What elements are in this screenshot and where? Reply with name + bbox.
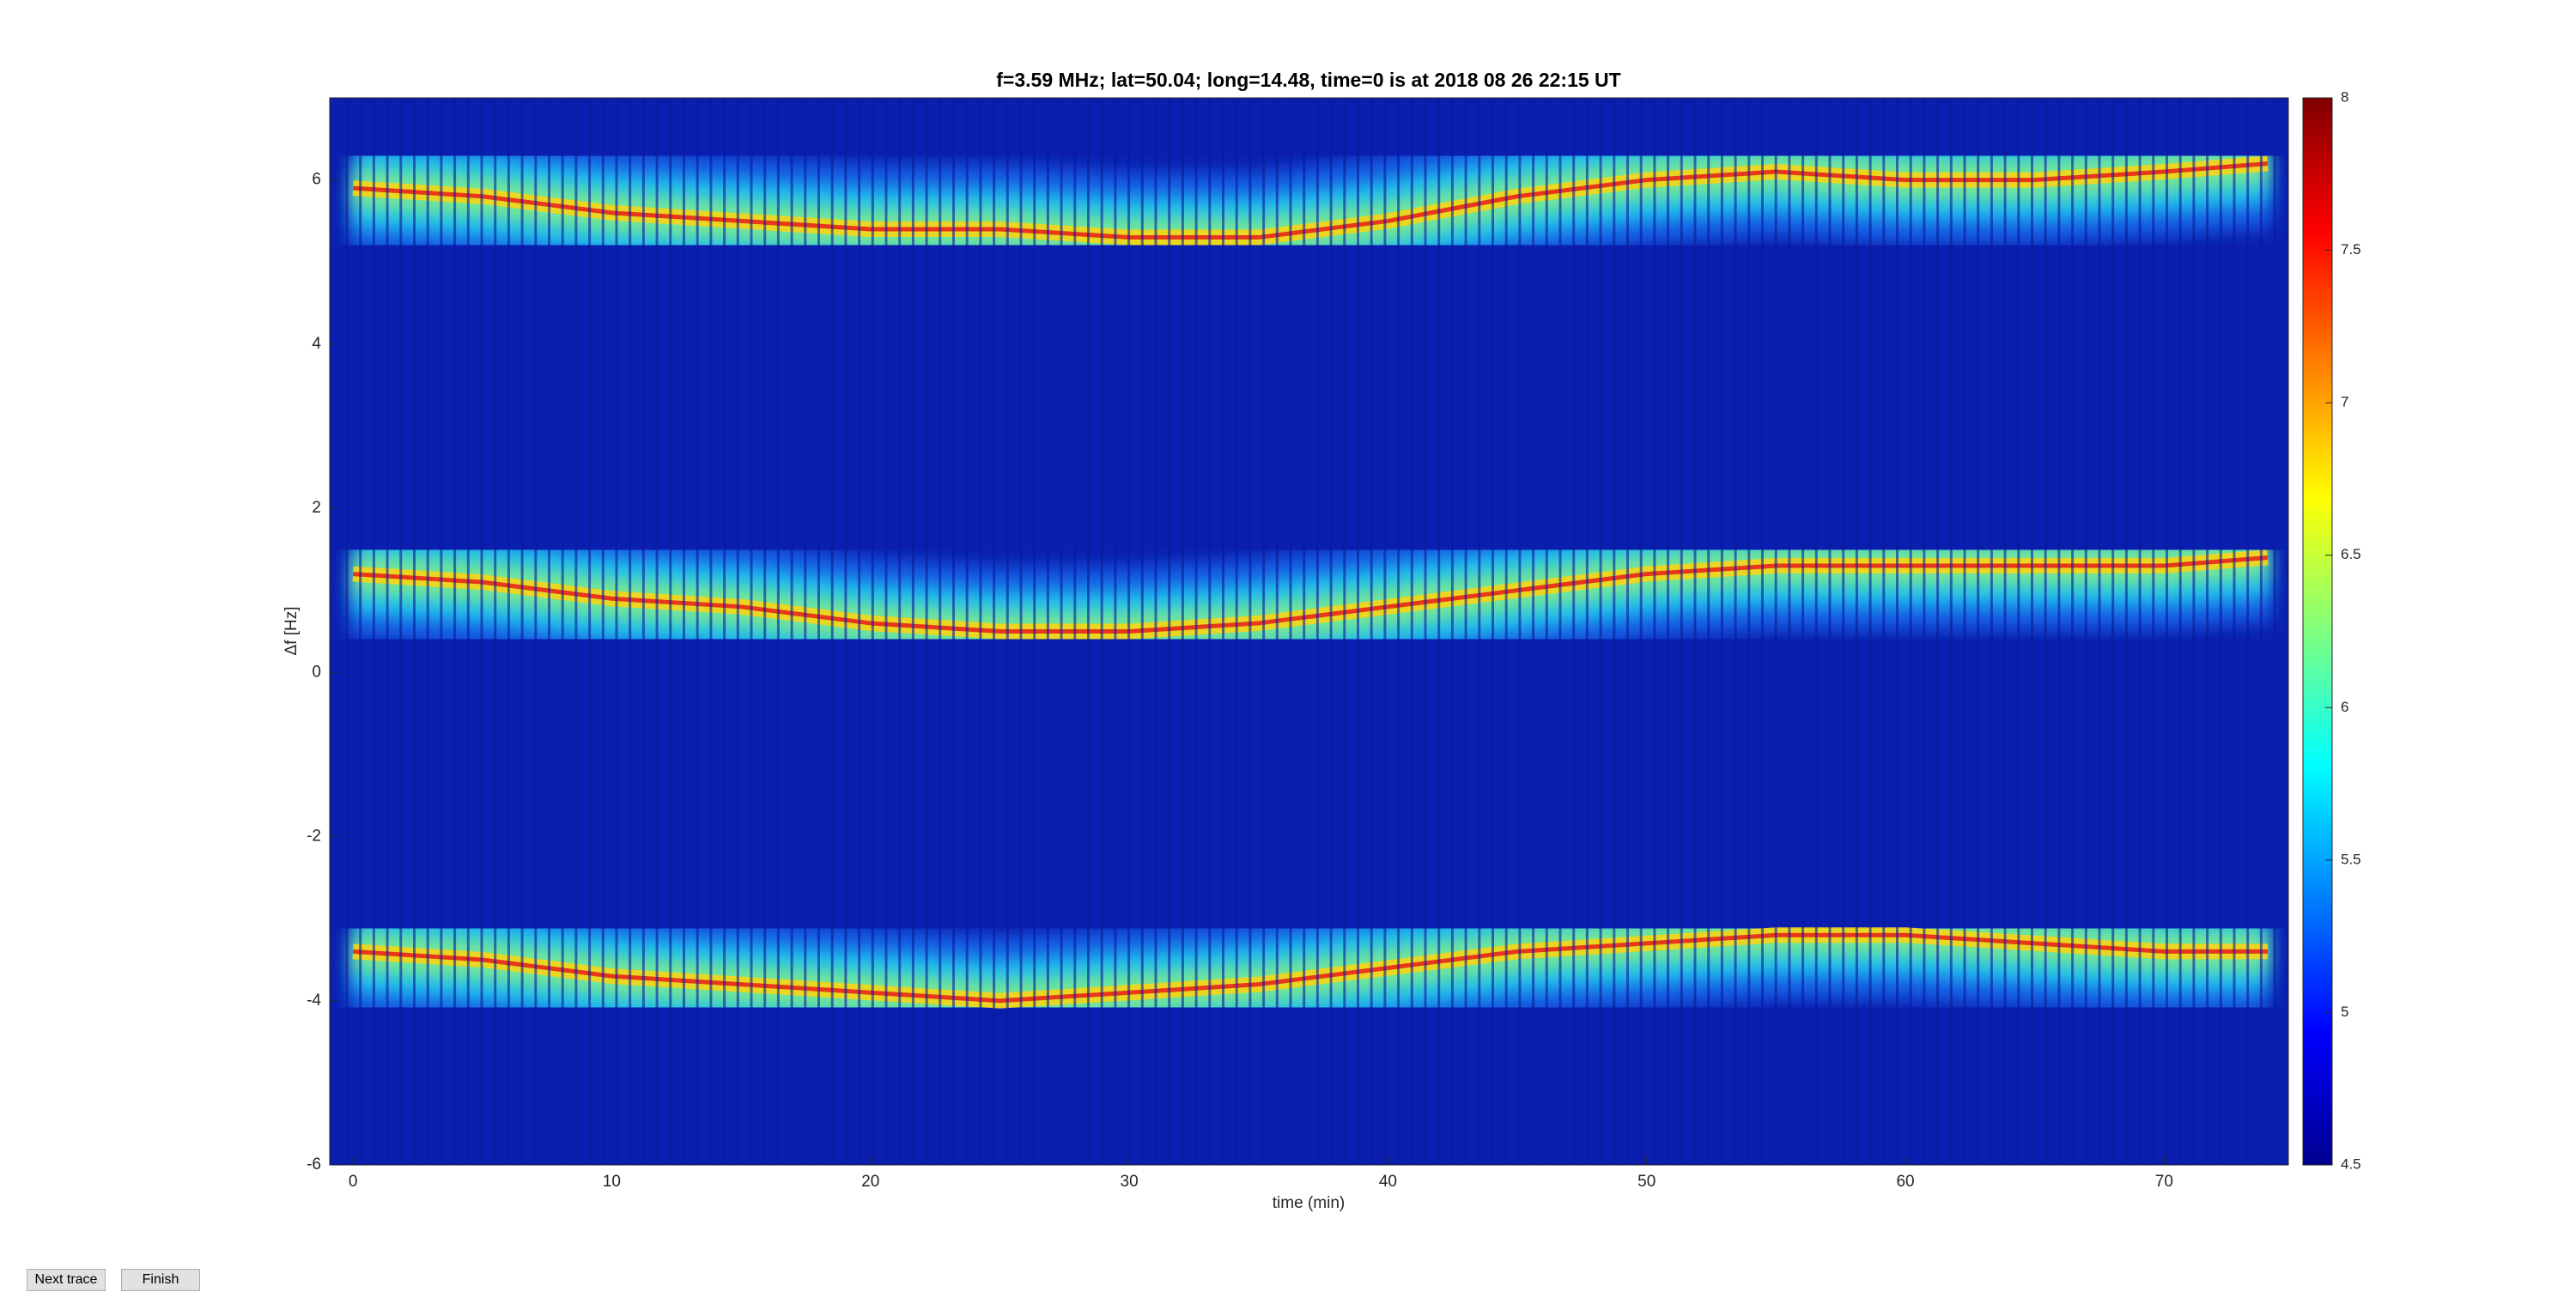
x-tick-label: 70 bbox=[2155, 1173, 2173, 1191]
x-tick-label: 10 bbox=[603, 1173, 621, 1191]
trace-band bbox=[352, 932, 2268, 1004]
x-tick-label: 40 bbox=[1379, 1173, 1397, 1191]
y-tick-label: 6 bbox=[312, 171, 321, 189]
y-tick-label: -2 bbox=[307, 828, 321, 846]
x-tick-label: 30 bbox=[1121, 1173, 1139, 1191]
x-tick-label: 50 bbox=[1637, 1173, 1656, 1191]
chart-title: f=3.59 MHz; lat=50.04; long=14.48, time=… bbox=[996, 69, 1620, 91]
colorbar-tick-label: 6 bbox=[2341, 699, 2348, 715]
finish-button[interactable]: Finish bbox=[121, 1269, 200, 1291]
axes-box bbox=[329, 97, 2289, 1166]
plot-area bbox=[345, 98, 2288, 1165]
y-tick-label: 4 bbox=[312, 335, 321, 353]
colorbar-tick-label: 7.5 bbox=[2341, 241, 2361, 258]
colorbar-tick-label: 4.5 bbox=[2341, 1156, 2361, 1172]
x-tick-label: 0 bbox=[349, 1173, 358, 1191]
trace-band bbox=[352, 555, 2269, 634]
y-tick-label: -6 bbox=[307, 1156, 321, 1174]
colorbar-tick-label: 8 bbox=[2341, 88, 2348, 105]
y-tick-label: 2 bbox=[312, 499, 321, 517]
colorbar bbox=[2302, 97, 2333, 1166]
y-tick-label: -4 bbox=[307, 992, 321, 1010]
x-axis-label: time (min) bbox=[1273, 1194, 1345, 1212]
trace-band bbox=[352, 161, 2269, 240]
x-tick-label: 20 bbox=[861, 1173, 879, 1191]
colorbar-tick-label: 6.5 bbox=[2341, 546, 2361, 562]
x-tick-label: 60 bbox=[1896, 1173, 1914, 1191]
colorbar-tick-label: 7 bbox=[2341, 394, 2348, 410]
y-tick-label: 0 bbox=[312, 663, 321, 681]
next-trace-button[interactable]: Next trace bbox=[27, 1269, 106, 1291]
colorbar-tick-label: 5.5 bbox=[2341, 851, 2361, 867]
y-axis-label: Δf [Hz] bbox=[283, 606, 301, 655]
figure: f=3.59 MHz; lat=50.04; long=14.48, time=… bbox=[283, 69, 2361, 1212]
colorbar-tick-label: 5 bbox=[2341, 1004, 2348, 1020]
